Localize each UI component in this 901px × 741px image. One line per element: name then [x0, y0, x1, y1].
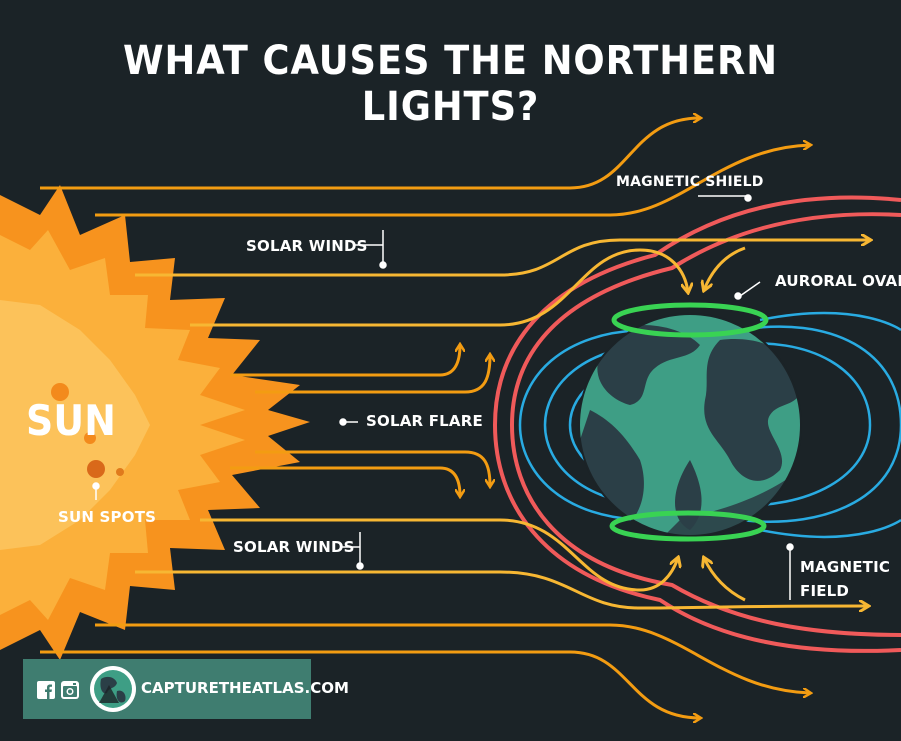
sun-spot-1 [51, 383, 69, 401]
page-title: WHAT CAUSES THE NORTHERN LIGHTS? [122, 38, 778, 130]
magnetic-field-label-line1: MAGNETIC [800, 558, 891, 576]
solar-winds-top-label: SOLAR WINDS [246, 237, 368, 255]
earth-globe [578, 313, 802, 537]
sun-label: SUN [26, 396, 117, 445]
sun-spot-4 [116, 468, 124, 476]
sun-spot-3 [87, 460, 105, 478]
website-link[interactable]: CAPTURETHEATLAS.COM [141, 679, 349, 697]
solar-wind-yellow [135, 240, 870, 608]
solar-flare-label: SOLAR FLARE [366, 412, 483, 430]
magnetic-field-label-line2: FIELD [800, 582, 850, 600]
auroral-oval-label: AURORAL OVAL [775, 272, 901, 290]
sun-spots-label: SUN SPOTS [58, 508, 157, 526]
solar-winds-bottom-label: SOLAR WINDS [233, 538, 355, 556]
sun-shape [0, 185, 310, 660]
sun-spot-2 [84, 432, 96, 444]
magnetic-shield-label: MAGNETIC SHIELD [616, 174, 764, 190]
label-leaders [92, 194, 794, 600]
auroral-ovals [609, 302, 769, 542]
north-auroral-oval [611, 302, 769, 338]
footer-banner: CAPTURETHEATLAS.COM [23, 659, 349, 719]
solar-wind-orange [40, 118, 810, 718]
instagram-icon[interactable] [61, 681, 79, 699]
globe-logo-icon[interactable] [89, 665, 137, 713]
south-auroral-oval [609, 510, 767, 542]
facebook-icon[interactable] [37, 681, 55, 699]
